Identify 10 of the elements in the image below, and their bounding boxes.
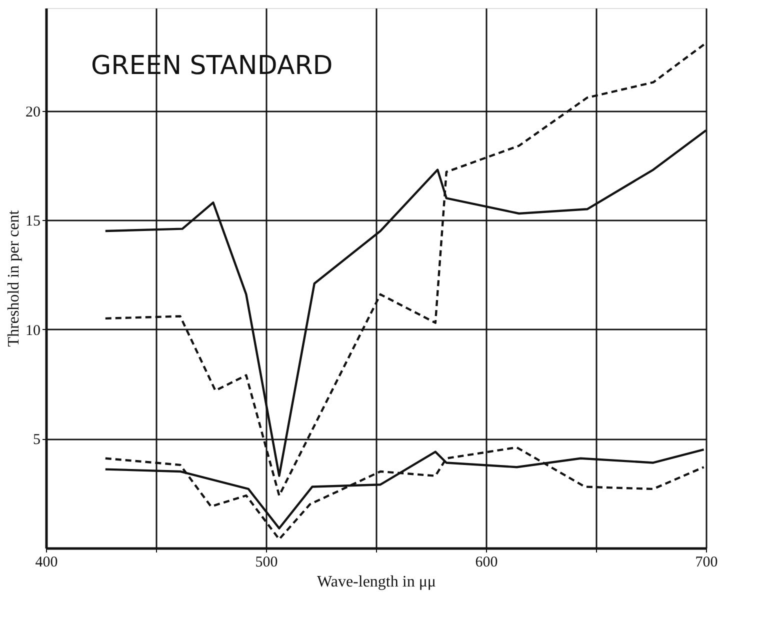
y-tick-label: 15 bbox=[26, 214, 40, 230]
x-tick-label: 600 bbox=[475, 554, 498, 570]
x-tick-label: 400 bbox=[35, 554, 58, 570]
y-tick-label: 10 bbox=[26, 322, 40, 339]
y-tick-label: 20 bbox=[26, 104, 40, 120]
x-tick-label: 700 bbox=[695, 554, 718, 570]
x-axis-title: Wave-length in μμ bbox=[317, 574, 436, 590]
y-tick-label: 5 bbox=[33, 432, 40, 448]
y-axis-title: Threshold in per cent bbox=[6, 210, 22, 347]
x-tick-label: 500 bbox=[255, 554, 278, 570]
